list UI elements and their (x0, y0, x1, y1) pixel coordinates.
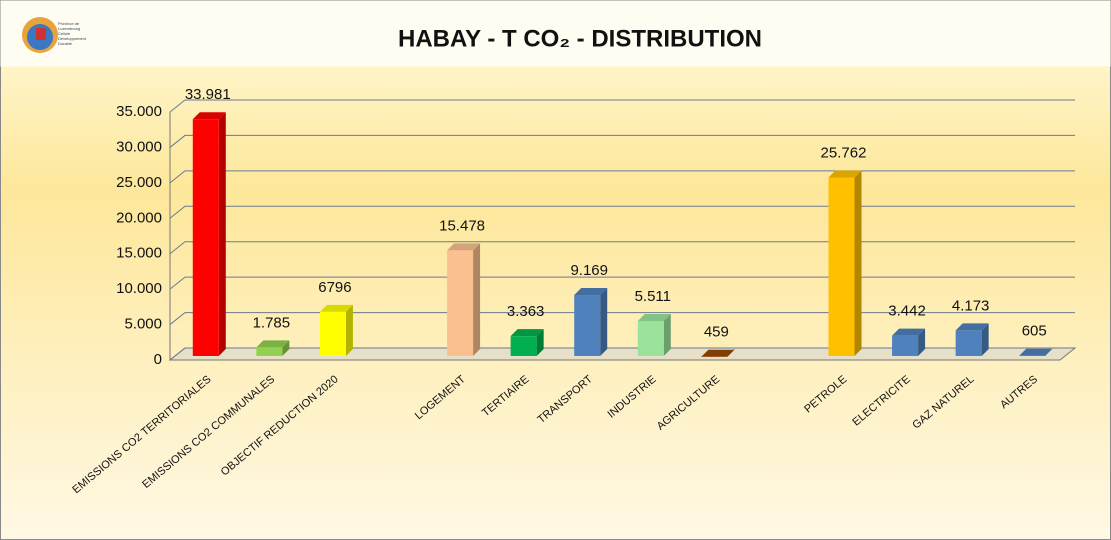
bar (510, 336, 537, 356)
bar-side (663, 313, 671, 356)
grid-line (169, 170, 1075, 184)
logo-text: Développement (58, 36, 87, 41)
logo-text: Durable (58, 41, 73, 46)
grid-line (169, 347, 1075, 361)
value-label: 5.511 (635, 288, 671, 305)
bar (319, 311, 346, 356)
logo-text: Province de (58, 21, 80, 26)
logo-shield (36, 28, 46, 40)
bar-side (854, 170, 862, 356)
grid-line (169, 99, 1075, 113)
value-label: 3.442 (888, 303, 926, 320)
bar-top (637, 313, 671, 321)
bar (955, 330, 982, 356)
y-tick-label: 5.000 (124, 316, 162, 333)
logo-text: Luxembourg (58, 26, 80, 31)
y-tick-label: 10.000 (116, 280, 162, 297)
value-label: 25.762 (821, 144, 867, 161)
logo (22, 17, 58, 53)
bar-side (981, 323, 989, 356)
bar-side (918, 328, 926, 356)
value-label: 4.173 (952, 297, 990, 314)
bar-top (510, 329, 544, 337)
grid-line (169, 276, 1075, 290)
bar-side (282, 340, 290, 356)
bar-top (192, 112, 226, 120)
bar-top (828, 170, 862, 178)
grid-line (169, 134, 1075, 148)
bar (637, 320, 664, 356)
bar-top (701, 349, 735, 357)
bar-top (256, 340, 290, 348)
value-label: 6796 (318, 279, 351, 296)
bar-top (447, 243, 481, 251)
value-label: 1.785 (253, 314, 291, 331)
bar-top (574, 288, 608, 296)
bar-side (536, 329, 544, 356)
bar (828, 177, 855, 356)
bar-top (319, 304, 353, 312)
y-tick-label: 0 (154, 351, 162, 368)
bar-side (473, 243, 481, 356)
value-label: 33.981 (185, 86, 231, 103)
bar-side (218, 112, 226, 357)
value-label: 9.169 (570, 262, 608, 279)
bar (701, 356, 728, 357)
y-tick-label: 30.000 (116, 138, 162, 155)
bar-side (345, 304, 353, 356)
grid-line (169, 241, 1075, 255)
value-label: 15.478 (439, 217, 485, 234)
bar (256, 347, 283, 356)
bar-top (1019, 348, 1053, 356)
bar (447, 250, 474, 356)
bar (574, 295, 601, 356)
value-label: 459 (704, 324, 729, 341)
floor (168, 347, 1077, 361)
bar-side (1045, 348, 1053, 356)
bar (192, 119, 219, 357)
grid-line (169, 205, 1075, 219)
y-tick-label: 35.000 (116, 103, 162, 120)
y-tick-label: 25.000 (116, 174, 162, 191)
bar-side (600, 288, 608, 356)
value-label: 605 (1022, 323, 1047, 340)
logo-text: Cellule (58, 31, 71, 36)
y-tick-label: 20.000 (116, 209, 162, 226)
bar (892, 335, 919, 356)
bar-top (892, 328, 926, 336)
value-label: 3.363 (507, 303, 545, 320)
y-tick-label: 15.000 (116, 245, 162, 262)
chart-title: HABAY - T CO₂ - DISTRIBUTION (398, 25, 762, 52)
grid-line (169, 312, 1075, 325)
header-band (0, 0, 1111, 67)
bar-top (955, 323, 989, 331)
